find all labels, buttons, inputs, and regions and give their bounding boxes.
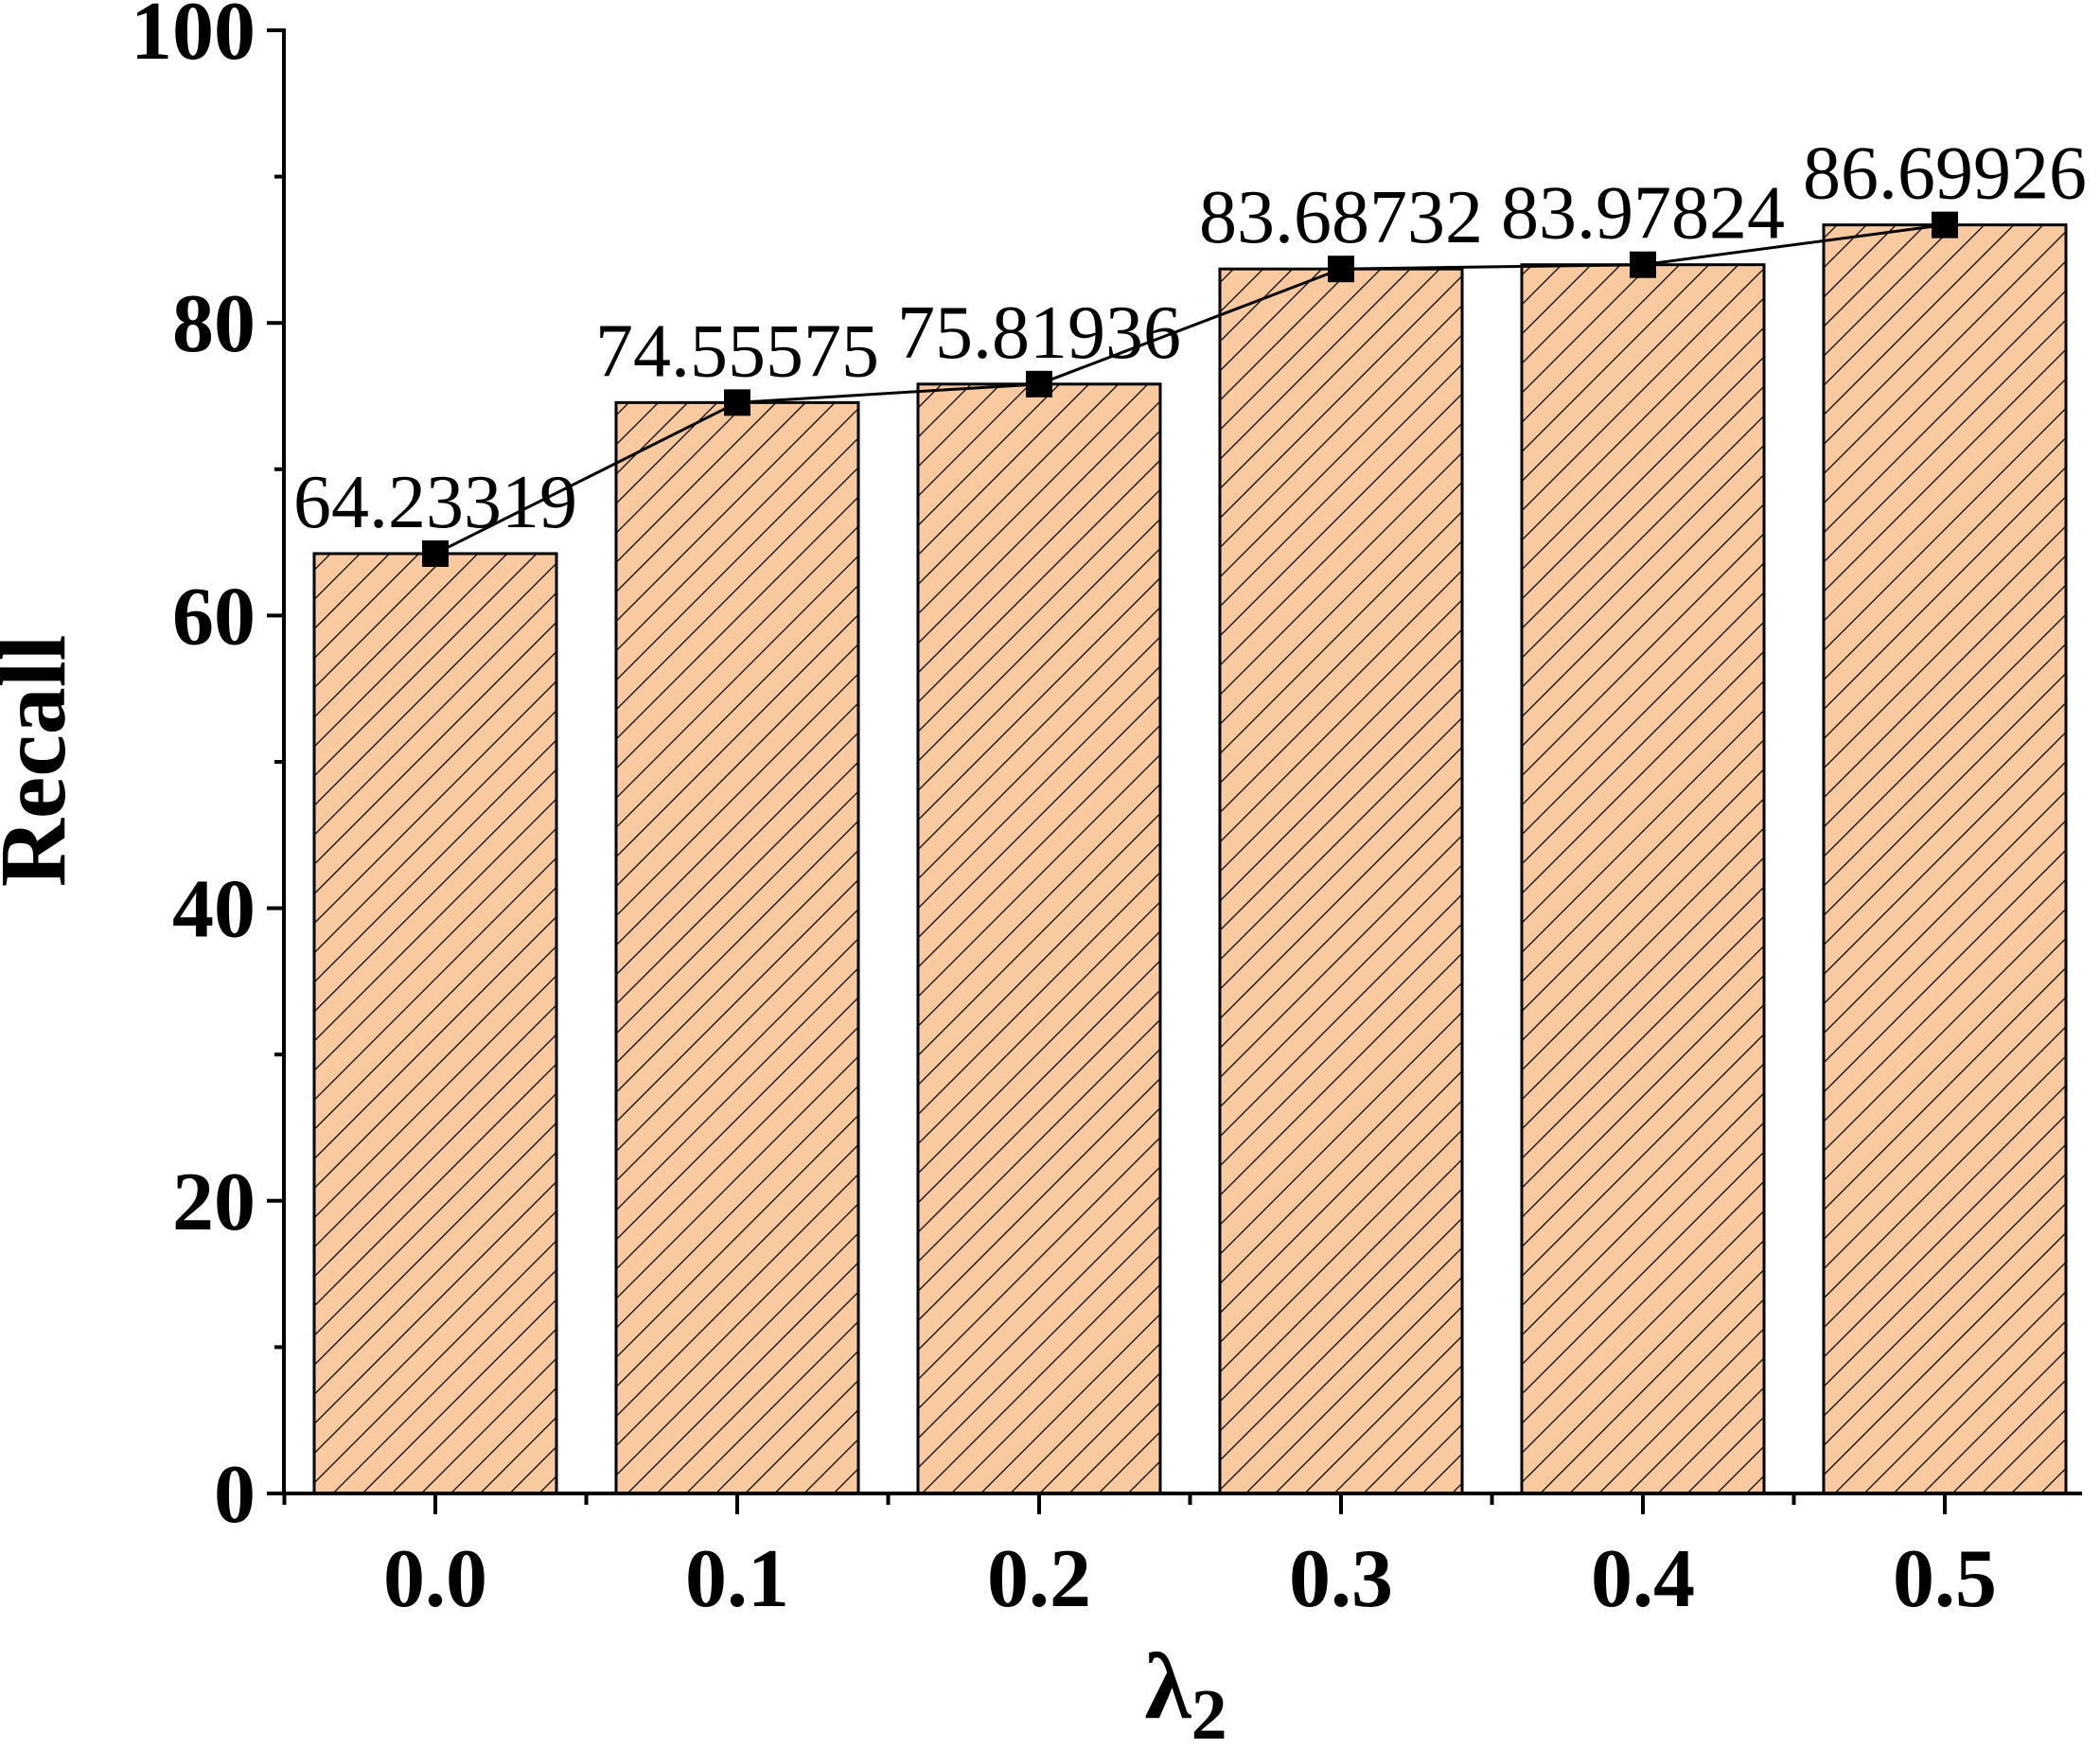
x-tick-label-0.4: 0.4 — [1591, 1533, 1695, 1625]
data-label-0.2: 75.81936 — [897, 292, 1181, 375]
x-tick-label-0.2: 0.2 — [987, 1533, 1091, 1625]
y-tick-label-0: 0 — [214, 1449, 256, 1541]
y-axis-title: Recall — [0, 635, 85, 888]
y-tick-label-60: 60 — [172, 571, 256, 662]
x-axis-title-subscript: 2 — [1191, 1675, 1227, 1749]
data-label-0.4: 83.97824 — [1501, 172, 1785, 256]
marker-0.3 — [1328, 256, 1354, 283]
x-ticks-group: 0.0 0.1 0.2 0.3 0.4 0.5 — [282, 1493, 1997, 1625]
marker-0.0 — [422, 539, 449, 567]
bar-0.5 — [1822, 223, 2068, 1495]
bar-0.0 — [312, 552, 558, 1495]
trend-line-group — [422, 211, 1958, 567]
bar-0.1 — [614, 400, 860, 1495]
marker-0.1 — [724, 389, 750, 416]
data-label-0.3: 83.68732 — [1199, 176, 1483, 259]
bar-0.4 — [1520, 263, 1766, 1495]
bar-0.3 — [1218, 267, 1464, 1495]
data-label-0.0: 64.23319 — [293, 461, 577, 544]
y-tick-label-100: 100 — [131, 0, 256, 78]
bars-group — [312, 223, 2068, 1495]
x-axis-title: λ2 — [1144, 1634, 1226, 1749]
bar-0.2 — [916, 382, 1162, 1495]
data-label-0.1: 74.55575 — [595, 309, 879, 393]
marker-0.4 — [1630, 251, 1656, 278]
y-tick-label-40: 40 — [172, 864, 256, 956]
marker-0.5 — [1932, 211, 1958, 238]
x-tick-label-0.0: 0.0 — [383, 1533, 487, 1625]
trend-line — [434, 223, 1946, 556]
x-tick-label-0.1: 0.1 — [685, 1533, 789, 1625]
y-tick-label-80: 80 — [172, 278, 256, 370]
x-tick-label-0.3: 0.3 — [1289, 1533, 1393, 1625]
y-tick-label-20: 20 — [172, 1157, 256, 1248]
data-label-0.5: 86.69926 — [1803, 132, 2087, 216]
marker-0.2 — [1026, 370, 1052, 398]
x-axis-title-main: λ — [1144, 1634, 1191, 1739]
y-ticks-group: 0 20 40 60 80 100 — [131, 0, 284, 1541]
x-tick-label-0.5: 0.5 — [1893, 1533, 1997, 1625]
